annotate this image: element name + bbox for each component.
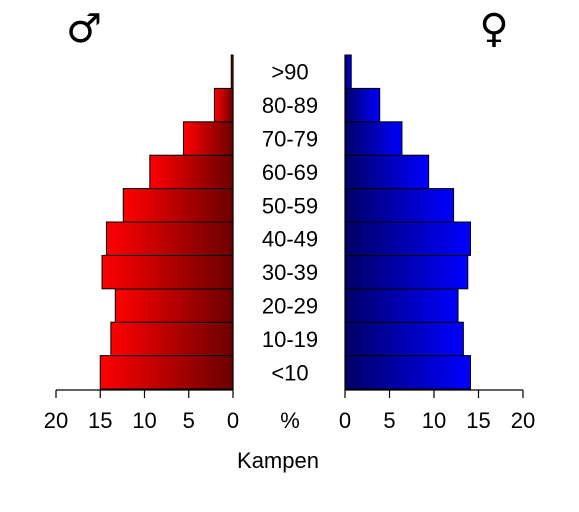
male-bar-80-89 <box>213 87 234 123</box>
age-group-label: 60-69 <box>262 160 318 185</box>
female-bar-50-59 <box>344 188 455 223</box>
male-tick-label: 0 <box>227 408 239 433</box>
male-bar-40-49 <box>105 221 234 256</box>
male-bar-10-19 <box>110 321 234 357</box>
age-group-label: 10-19 <box>262 327 318 352</box>
female-bar-70-79 <box>344 121 403 156</box>
age-group-label: <10 <box>271 360 308 385</box>
percent-unit-label: % <box>280 408 300 433</box>
female-bar-30-39 <box>344 254 469 290</box>
female-bars <box>344 54 471 390</box>
female-tick-label: 10 <box>422 408 446 433</box>
male-bar-30-39 <box>101 254 234 290</box>
male-tick-label: 5 <box>183 408 195 433</box>
female-tick-label: 5 <box>383 408 395 433</box>
male-bar--10 <box>99 355 234 390</box>
male-bar-50-59 <box>122 188 234 223</box>
x-axis-label: Kampen <box>237 448 319 473</box>
age-group-label: >90 <box>271 60 308 85</box>
age-group-label: 40-49 <box>262 227 318 252</box>
female-bar-10-19 <box>344 321 464 357</box>
female-symbol-icon: ♀ <box>479 6 508 52</box>
age-group-label: 50-59 <box>262 193 318 218</box>
female-tick-label: 20 <box>511 408 535 433</box>
female-bar-20-29 <box>344 288 459 323</box>
female-bar-80-89 <box>344 87 381 123</box>
male-symbol-icon: ♂ <box>66 6 102 52</box>
age-group-labels: <10 10-19 20-29 30-39 40-49 50-59 60-69 70-79 80… <box>262 60 318 386</box>
male-tick-label: 10 <box>132 408 156 433</box>
age-group-label: 70-79 <box>262 127 318 152</box>
male-bar-70-79 <box>182 121 234 156</box>
male-bars <box>99 54 234 390</box>
age-group-label: 80-89 <box>262 93 318 118</box>
female-bar-60-69 <box>344 154 430 190</box>
female-bar--10 <box>344 355 471 390</box>
age-group-label: 30-39 <box>262 260 318 285</box>
age-group-label: 20-29 <box>262 294 318 319</box>
male-bar-60-69 <box>149 154 234 190</box>
female-tick-label: 15 <box>466 408 490 433</box>
axes: 20 15 10 5 0 0 5 10 15 20 <box>44 55 535 433</box>
male-tick-label: 20 <box>44 408 68 433</box>
male-tick-label: 15 <box>88 408 112 433</box>
female-bar--90 <box>344 54 352 89</box>
male-bar-20-29 <box>114 288 234 323</box>
female-bar-40-49 <box>344 221 471 256</box>
female-tick-label: 0 <box>339 408 351 433</box>
